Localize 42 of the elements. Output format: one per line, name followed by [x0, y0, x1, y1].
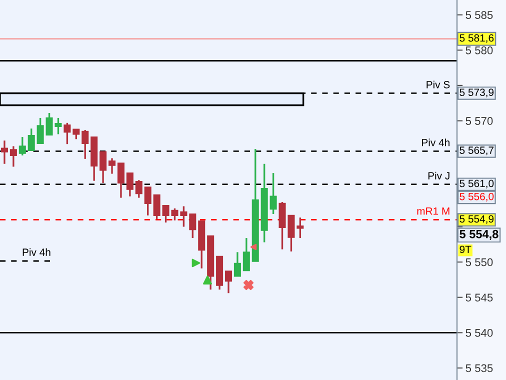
ref-line-label: Piv S — [426, 80, 450, 88]
candlestick — [126, 172, 134, 198]
candlestick — [108, 157, 116, 175]
text: 5 561,0 — [460, 180, 494, 188]
candlestick — [224, 270, 232, 294]
ref-line-label: 5 581,6 — [460, 34, 494, 43]
candlestick — [135, 179, 142, 199]
candlestick — [189, 213, 196, 239]
candlestick — [234, 251, 241, 278]
candlestick — [10, 145, 17, 168]
candlestick — [117, 162, 124, 199]
ref-line-label: Piv 4h — [422, 138, 450, 146]
candlestick — [242, 237, 250, 272]
candlestick — [0, 140, 8, 165]
candlestick — [82, 129, 89, 160]
candlestick — [153, 194, 160, 220]
y-tick-label: 5 585 — [466, 11, 493, 19]
text: 5 556,0 — [460, 192, 494, 202]
candlestick — [64, 122, 71, 145]
candlestick — [270, 172, 277, 215]
y-tick-label: 5 535 — [466, 364, 493, 372]
text: 5 565,7 — [460, 146, 494, 156]
text: 5 554,8 — [460, 230, 498, 240]
y-tick-label: 5 540 — [466, 328, 493, 337]
candlestick — [100, 151, 107, 184]
candlestick — [296, 216, 304, 239]
ref-line-label: mR1 M — [417, 208, 450, 215]
y-tick-label: 5 550 — [466, 258, 493, 266]
y-tick-label: 5 580 — [466, 46, 493, 54]
candlestick — [36, 117, 44, 144]
text: 5 573,9 — [460, 88, 494, 98]
y-tick-label: 5 545 — [466, 294, 493, 302]
text: 5 554,9 — [460, 215, 494, 224]
candlestick — [28, 128, 35, 152]
text: 9T — [460, 246, 472, 254]
candlestick — [144, 186, 152, 216]
candlestick — [180, 205, 188, 228]
candlestick — [72, 128, 80, 140]
annotation: Piv 4h — [22, 248, 50, 256]
candlestick — [18, 136, 26, 156]
y-tick-label: 5 570 — [466, 117, 493, 125]
ref-line-label: Piv J — [428, 172, 450, 180]
